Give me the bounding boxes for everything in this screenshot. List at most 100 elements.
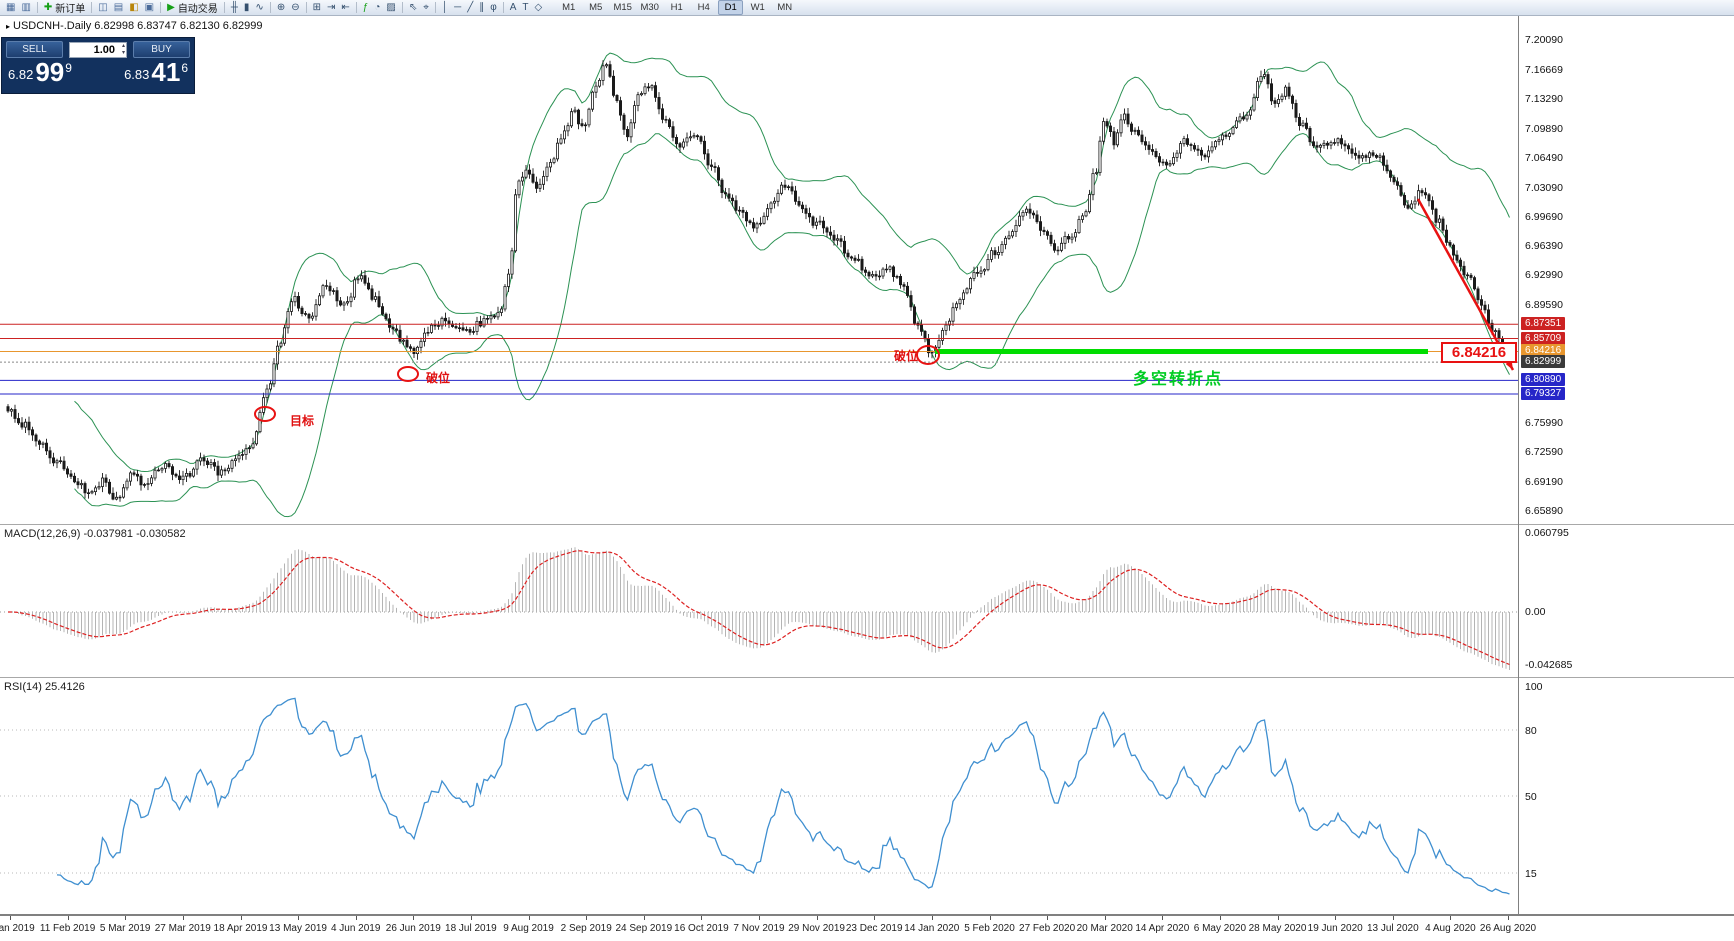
trendline-icon[interactable]: ╱ [467, 1, 474, 13]
date-tick [1508, 916, 1509, 920]
date-label: 18 Jul 2019 [445, 923, 497, 934]
date-tick [1219, 916, 1221, 920]
date-tick [1335, 916, 1337, 920]
navigator-icon[interactable]: ◧ [129, 1, 139, 13]
timeframe-w1[interactable]: W1 [750, 2, 765, 13]
spinner-down-icon[interactable]: ▾ [121, 49, 125, 56]
new-order-button[interactable]: ✚ 新订单 [43, 1, 86, 15]
profiles-icon[interactable]: ▥ [21, 1, 31, 13]
date-label: 4 Jun 2019 [330, 923, 381, 934]
main-chart-pane: ▸ USDCNH-.Daily 6.82998 6.83747 6.82130 6… [0, 16, 1734, 525]
periods-icon[interactable]: ◔ [374, 1, 381, 13]
date-tick [355, 916, 357, 920]
date-tick [413, 916, 415, 920]
date-tick [182, 916, 184, 920]
turning-point-annotation: 多空转折点 [1133, 371, 1224, 388]
toolbar: ▦ ▥ ✚ 新订单 ◫ ▤ ◧ ▣ ▶ 自动交易 ╫ ▮ ∿ ⊕ ⊖ ⊞ ⇥ ⇤ ƒ ◔ ▨ ⇖ ⌖ │ ─ ╱ ∥ φ A T ◇ M1 M5… [0, 0, 1734, 16]
date-tick [759, 916, 760, 920]
axis-border [1518, 16, 1519, 915]
autotrading-button[interactable]: ▶ 自动交易 [167, 1, 218, 15]
spinner-up-icon[interactable]: ▴ [121, 42, 125, 49]
date-label: 23 Dec 2019 [845, 923, 903, 934]
date-tick [931, 916, 933, 920]
indicators-icon[interactable]: ƒ [362, 1, 369, 13]
date-label: 4 Aug 2020 [1425, 923, 1476, 934]
fibonacci-icon[interactable]: φ [490, 1, 497, 13]
date-tick [1104, 916, 1106, 920]
date-tick [874, 916, 876, 920]
crosshair-icon[interactable]: ⌖ [423, 1, 429, 13]
one-click-trading-panel: SELL 1.00 ▴ ▾ BUY 6.82 99 9 6.83 41 6 [1, 37, 195, 94]
main-chart-svg[interactable] [0, 16, 1518, 524]
timeframe-mn[interactable]: MN [777, 2, 793, 13]
rsi-pane: RSI(14) 25.4126 [0, 678, 1734, 915]
lot-spinner[interactable]: ▴ ▾ [122, 43, 125, 57]
date-label: 26 Jun 2019 [385, 923, 441, 934]
date-tick [10, 916, 11, 920]
date-label: 26 Aug 2020 [1479, 923, 1537, 934]
timeframe-h4[interactable]: H4 [697, 2, 710, 13]
timeframe-h1[interactable]: H1 [670, 2, 683, 13]
line-chart-icon[interactable]: ∿ [255, 1, 264, 13]
sell-price: 6.82 99 9 [8, 57, 72, 87]
date-label: 9 Aug 2019 [503, 923, 554, 934]
timeframe-m1[interactable]: M1 [562, 2, 576, 13]
buy-price: 6.83 41 6 [124, 57, 188, 87]
text-icon[interactable]: A [509, 1, 517, 13]
chart-title-marker-icon: ▸ [6, 22, 11, 31]
candlestick-chart-icon[interactable]: ▮ [243, 1, 250, 13]
new-chart-icon[interactable]: ▦ [6, 1, 16, 13]
date-tick [67, 916, 69, 920]
breakout-annotation-1: 破位 [426, 371, 451, 385]
date-label: 14 Apr 2020 [1135, 923, 1190, 934]
market-watch-icon[interactable]: ◫ [98, 1, 108, 13]
date-label: 19 Jun 2020 [1307, 923, 1363, 934]
date-label: 16 Oct 2019 [674, 923, 729, 934]
chart-shift-icon[interactable]: ⇤ [341, 1, 350, 13]
toolbar-separator [355, 2, 357, 13]
macd-pane: MACD(12,26,9) -0.037981 -0.030582 [0, 525, 1734, 678]
date-label: 27 Mar 2019 [154, 923, 211, 934]
terminal-icon[interactable]: ▣ [144, 1, 155, 13]
channel-icon[interactable]: ∥ [479, 1, 485, 13]
timeframe-m30[interactable]: M30 [640, 2, 659, 13]
auto-scroll-icon[interactable]: ⇥ [326, 1, 336, 13]
bar-chart-icon[interactable]: ╫ [230, 1, 238, 13]
date-tick [240, 916, 242, 920]
templates-icon[interactable]: ▨ [386, 1, 396, 13]
chart-title-text: USDCNH-.Daily 6.82998 6.83747 6.82130 6.… [13, 20, 263, 32]
label-icon[interactable]: T [522, 1, 529, 13]
timeframe-m15[interactable]: M15 [613, 2, 632, 13]
data-window-icon[interactable]: ▤ [113, 1, 124, 13]
date-tick [1277, 916, 1279, 920]
shapes-icon[interactable]: ◇ [534, 1, 543, 13]
date-tick [701, 916, 703, 920]
buy-button[interactable]: BUY [133, 41, 190, 58]
toolbar-separator [269, 2, 271, 13]
date-label: 28 May 2020 [1248, 923, 1307, 934]
cursor-icon[interactable]: ⇖ [408, 1, 418, 13]
date-label: 6 May 2020 [1193, 923, 1247, 934]
price-callout: 6.84216 [1441, 342, 1517, 363]
toolbar-separator [401, 2, 403, 13]
rsi-svg[interactable] [0, 678, 1518, 914]
tile-windows-icon[interactable]: ⊞ [312, 1, 321, 13]
lot-size-input[interactable]: 1.00 ▴ ▾ [69, 41, 127, 58]
zoom-out-icon[interactable]: ⊖ [291, 1, 300, 13]
zoom-in-icon[interactable]: ⊕ [276, 1, 286, 13]
timeframe-toolbar: M1 M5 M15 M30 H1 H4 D1 W1 MN [555, 0, 798, 15]
date-tick [470, 916, 472, 920]
timeframe-m5[interactable]: M5 [589, 2, 603, 13]
target-annotation: 目标 [290, 414, 315, 428]
lot-value: 1.00 [93, 43, 115, 56]
vertical-line-icon[interactable]: │ [441, 1, 449, 13]
date-label: 13 Jul 2020 [1366, 923, 1419, 934]
horizontal-line-icon[interactable]: ─ [454, 1, 462, 13]
date-tick [125, 916, 127, 920]
date-label: 24 Sep 2019 [615, 923, 673, 934]
chart-title: ▸ USDCNH-.Daily 6.82998 6.83747 6.82130 6… [6, 20, 263, 32]
timeframe-d1[interactable]: D1 [718, 0, 744, 15]
macd-svg[interactable] [0, 525, 1518, 677]
sell-button[interactable]: SELL [6, 41, 63, 58]
